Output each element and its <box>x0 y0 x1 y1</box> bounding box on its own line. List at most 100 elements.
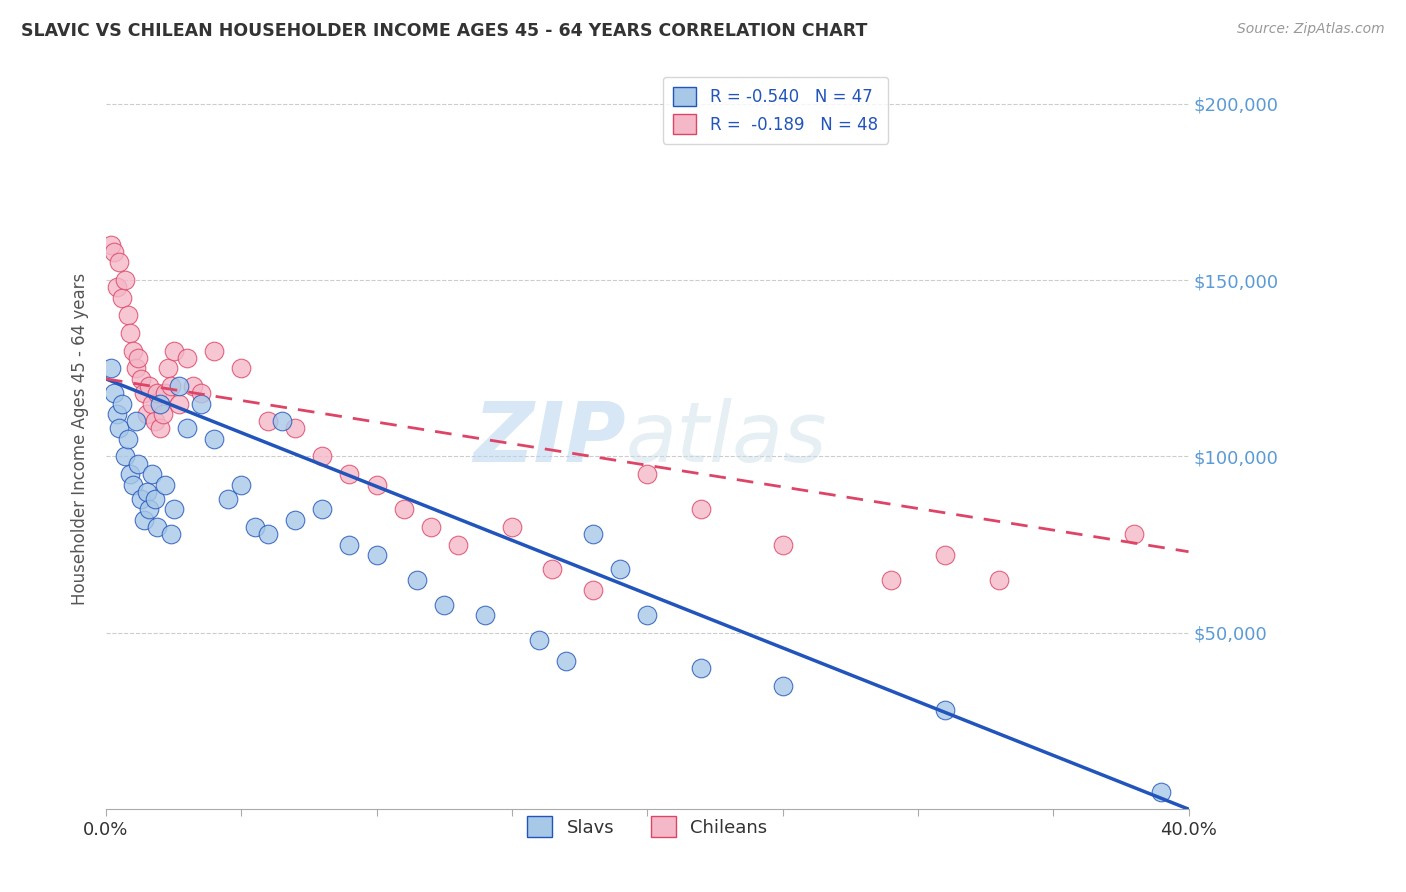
Point <box>122 343 145 358</box>
Point <box>231 477 253 491</box>
Point <box>135 407 157 421</box>
Point <box>217 491 239 506</box>
Point <box>284 513 307 527</box>
Point <box>114 450 136 464</box>
Point <box>111 396 134 410</box>
Text: SLAVIC VS CHILEAN HOUSEHOLDER INCOME AGES 45 - 64 YEARS CORRELATION CHART: SLAVIC VS CHILEAN HOUSEHOLDER INCOME AGE… <box>21 22 868 40</box>
Point <box>124 414 146 428</box>
Point <box>1123 527 1146 541</box>
Point <box>143 491 166 506</box>
Point <box>181 379 204 393</box>
Point <box>447 538 470 552</box>
Point <box>934 548 956 562</box>
Point <box>257 414 280 428</box>
Point <box>155 477 177 491</box>
Point <box>474 608 496 623</box>
Point <box>190 396 212 410</box>
Point <box>880 573 903 587</box>
Point <box>129 372 152 386</box>
Point <box>141 396 163 410</box>
Point <box>582 583 605 598</box>
Point <box>257 527 280 541</box>
Point <box>146 386 169 401</box>
Point <box>311 502 333 516</box>
Point <box>143 414 166 428</box>
Point <box>105 407 128 421</box>
Point <box>527 632 550 647</box>
Point <box>167 396 190 410</box>
Point <box>124 361 146 376</box>
Point <box>135 484 157 499</box>
Point <box>541 562 564 576</box>
Point <box>636 608 658 623</box>
Point <box>117 432 139 446</box>
Point <box>152 407 174 421</box>
Point <box>162 343 184 358</box>
Point <box>636 467 658 481</box>
Point <box>270 414 292 428</box>
Point <box>1150 784 1173 798</box>
Point <box>243 520 266 534</box>
Point <box>366 548 388 562</box>
Point <box>103 386 125 401</box>
Point <box>690 661 713 675</box>
Point <box>419 520 441 534</box>
Point <box>108 255 131 269</box>
Text: ZIP: ZIP <box>472 399 626 479</box>
Point <box>690 502 713 516</box>
Point <box>149 421 172 435</box>
Point <box>284 421 307 435</box>
Point <box>311 450 333 464</box>
Point <box>127 457 149 471</box>
Point <box>176 351 198 365</box>
Point <box>501 520 523 534</box>
Point <box>772 538 794 552</box>
Point <box>160 527 183 541</box>
Point <box>103 244 125 259</box>
Point <box>202 432 225 446</box>
Text: atlas: atlas <box>626 399 827 479</box>
Point <box>582 527 605 541</box>
Point <box>433 598 456 612</box>
Point <box>339 467 361 481</box>
Point <box>160 379 183 393</box>
Point <box>555 654 578 668</box>
Point <box>202 343 225 358</box>
Point <box>934 703 956 717</box>
Point <box>155 386 177 401</box>
Point <box>339 538 361 552</box>
Point <box>108 421 131 435</box>
Point <box>138 379 160 393</box>
Point <box>988 573 1011 587</box>
Point <box>138 502 160 516</box>
Point <box>392 502 415 516</box>
Text: Source: ZipAtlas.com: Source: ZipAtlas.com <box>1237 22 1385 37</box>
Point <box>157 361 180 376</box>
Point <box>120 467 142 481</box>
Point <box>190 386 212 401</box>
Point <box>141 467 163 481</box>
Point <box>114 273 136 287</box>
Legend: Slavs, Chileans: Slavs, Chileans <box>520 809 775 845</box>
Point <box>176 421 198 435</box>
Point <box>120 326 142 340</box>
Point <box>167 379 190 393</box>
Point <box>366 477 388 491</box>
Point <box>100 238 122 252</box>
Point <box>149 396 172 410</box>
Point <box>132 513 155 527</box>
Point <box>231 361 253 376</box>
Point <box>406 573 429 587</box>
Point <box>117 309 139 323</box>
Y-axis label: Householder Income Ages 45 - 64 years: Householder Income Ages 45 - 64 years <box>72 273 89 605</box>
Point <box>162 502 184 516</box>
Point <box>132 386 155 401</box>
Point <box>772 679 794 693</box>
Point <box>100 361 122 376</box>
Point <box>105 280 128 294</box>
Point <box>609 562 631 576</box>
Point <box>129 491 152 506</box>
Point <box>122 477 145 491</box>
Point <box>111 291 134 305</box>
Point <box>146 520 169 534</box>
